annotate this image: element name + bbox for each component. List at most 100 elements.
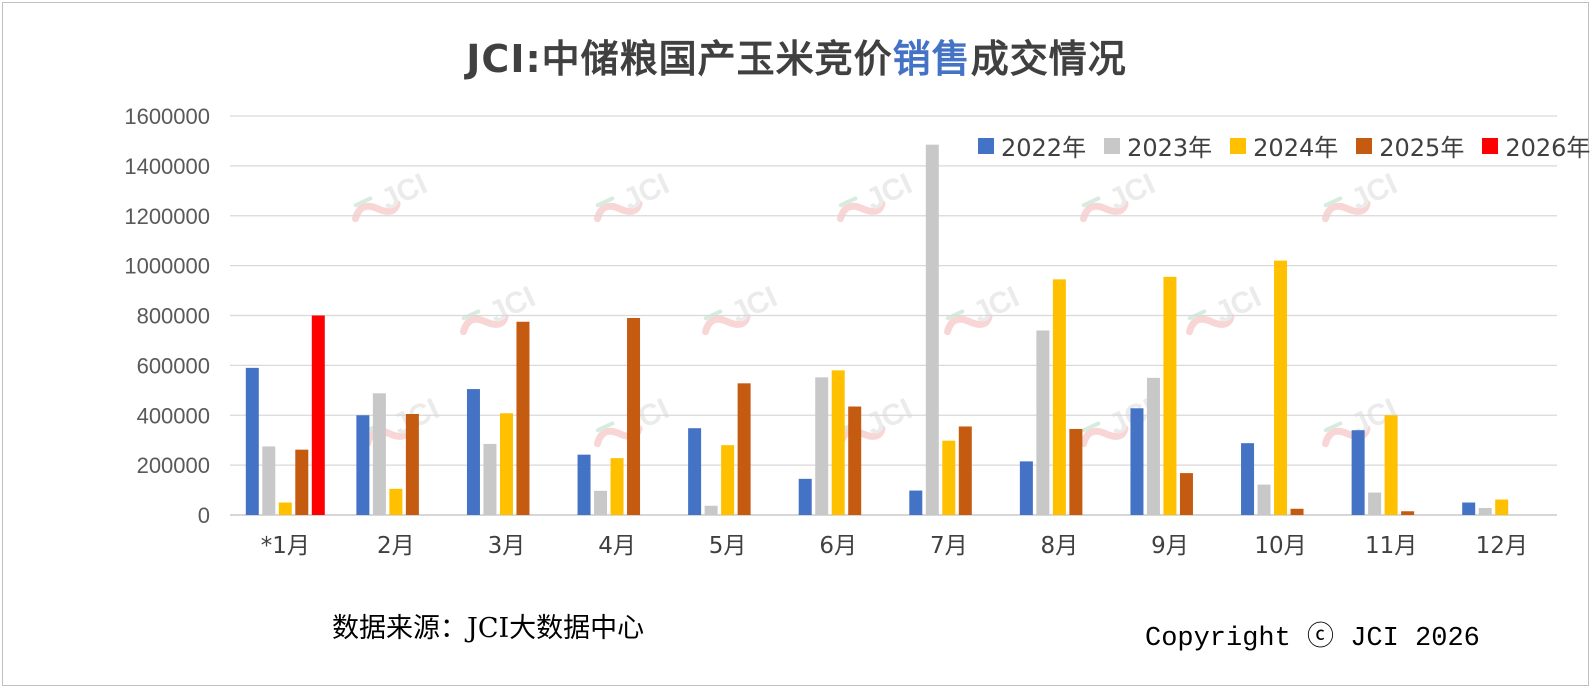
watermark: JCI	[1079, 167, 1160, 223]
bar	[594, 490, 608, 515]
y-tick-label: 400000	[137, 403, 210, 428]
bar	[704, 505, 718, 515]
y-tick-label: 1000000	[124, 254, 210, 279]
legend-swatch	[1356, 137, 1373, 154]
bar	[815, 377, 829, 515]
bar	[737, 383, 751, 515]
bar	[311, 315, 325, 515]
watermark: JCI	[836, 392, 917, 448]
legend-item: 2025年	[1356, 128, 1464, 163]
bar	[372, 393, 386, 515]
watermark: JCI	[701, 280, 782, 336]
x-tick-label: 12月	[1476, 533, 1528, 559]
bar	[1130, 408, 1144, 515]
bar	[610, 458, 624, 515]
bar	[1274, 260, 1288, 515]
watermark-layer: JCIJCIJCIJCIJCIJCIJCIJCIJCIJCIJCIJCIJCIJ…	[351, 167, 1402, 448]
y-tick-label: 1400000	[124, 154, 210, 179]
legend-item: 2022年	[978, 128, 1086, 163]
bar	[356, 415, 370, 515]
bar	[909, 490, 923, 515]
watermark: JCI	[943, 280, 1024, 336]
bar	[1351, 430, 1365, 515]
bar	[483, 443, 497, 515]
bar	[831, 370, 845, 515]
watermark: JCI	[351, 167, 432, 223]
chart-title-highlight: 销售	[892, 37, 971, 81]
legend-label: 2024年	[1253, 134, 1339, 162]
bar	[1368, 492, 1382, 515]
x-tick-label: 11月	[1365, 533, 1417, 559]
legend-label: 2025年	[1379, 134, 1465, 162]
x-tick-label: 6月	[819, 533, 857, 559]
bar	[942, 440, 956, 515]
bar	[1384, 415, 1398, 515]
bar	[516, 321, 530, 515]
y-tick-label: 600000	[137, 353, 210, 378]
y-tick-label: 0	[198, 503, 210, 528]
chart-title-prefix: JCI:中储粮国产玉米竞价	[466, 37, 893, 81]
bar	[245, 367, 259, 515]
watermark: JCI	[363, 392, 444, 448]
x-tick-label: *1月	[261, 533, 310, 559]
legend-label: 2023年	[1127, 134, 1213, 162]
y-tick-label: 800000	[137, 304, 210, 329]
data-source-note: 数据来源：JCI大数据中心	[332, 613, 645, 644]
bar	[1462, 502, 1476, 515]
y-tick-label: 1600000	[124, 104, 210, 129]
bar	[1290, 508, 1304, 515]
x-axis: *1月 2月 3月 4月 5月 6月 7月 8月 9月 10月 11月 12月	[261, 533, 1528, 559]
chart-legend: 2022年 2023年 2024年 2025年 2026年	[978, 128, 1590, 163]
copyright-note: Copyright ⓒ JCI 2026	[1145, 624, 1480, 654]
bar	[389, 488, 403, 515]
bar	[1257, 484, 1271, 515]
x-tick-label: 2月	[377, 533, 415, 559]
y-tick-label: 1200000	[124, 204, 210, 229]
bar	[1495, 499, 1509, 515]
watermark: JCI	[836, 167, 917, 223]
bar	[1179, 473, 1193, 515]
legend-item: 2026年	[1482, 128, 1590, 163]
bar	[278, 502, 292, 515]
bar	[1401, 511, 1415, 515]
legend-label: 2026年	[1505, 134, 1591, 162]
watermark: JCI	[1185, 280, 1266, 336]
bar	[1478, 508, 1492, 515]
x-tick-label: 7月	[930, 533, 968, 559]
bar	[1036, 330, 1050, 515]
x-tick-label: 9月	[1151, 533, 1189, 559]
bar	[925, 144, 939, 515]
legend-item: 2023年	[1104, 128, 1212, 163]
bar	[1241, 443, 1255, 515]
bar	[295, 449, 309, 515]
x-tick-label: 3月	[488, 533, 526, 559]
bar	[577, 454, 591, 515]
bar	[688, 428, 702, 515]
chart-title: JCI:中储粮国产玉米竞价销售成交情况	[0, 28, 1593, 83]
bar	[1069, 428, 1083, 515]
x-tick-label: 8月	[1041, 533, 1079, 559]
bar	[1146, 377, 1160, 515]
bar	[405, 414, 419, 515]
bar	[499, 413, 513, 515]
bar	[466, 389, 480, 515]
legend-item: 2024年	[1230, 128, 1338, 163]
x-tick-label: 10月	[1254, 533, 1306, 559]
y-axis: 0 200000 400000 600000 800000 1000000 1200000 1…	[124, 104, 210, 528]
bar	[627, 317, 641, 515]
watermark: JCI	[593, 167, 674, 223]
legend-swatch	[1230, 137, 1247, 154]
legend-swatch	[978, 137, 994, 154]
chart-title-suffix: 成交情况	[970, 37, 1127, 81]
bar	[1019, 461, 1033, 515]
x-tick-label: 5月	[709, 533, 747, 559]
x-tick-label: 4月	[598, 533, 636, 559]
bar	[721, 445, 735, 515]
bar	[958, 426, 972, 515]
legend-swatch	[1104, 137, 1121, 154]
legend-label: 2022年	[1001, 134, 1087, 162]
bar	[1163, 276, 1177, 515]
bar-marks	[245, 144, 1509, 515]
bar	[1052, 279, 1066, 515]
